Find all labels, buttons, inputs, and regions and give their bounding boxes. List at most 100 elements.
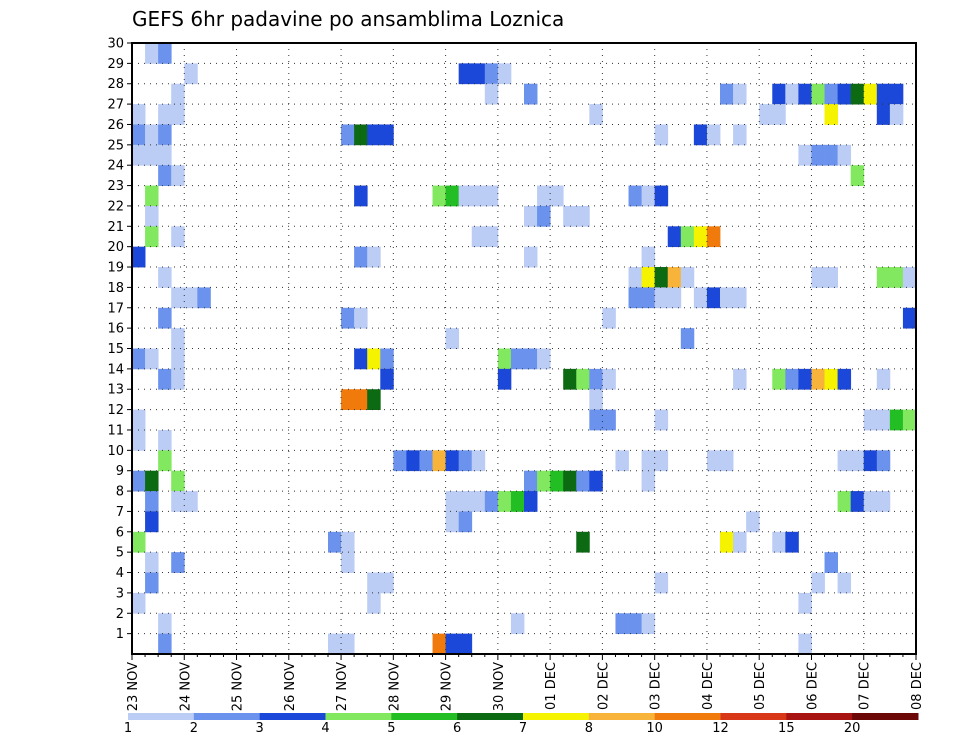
- precip-cell: [158, 43, 172, 64]
- precip-cell: [471, 450, 486, 472]
- precip-cell: [380, 348, 394, 370]
- precip-cell: [484, 63, 499, 85]
- precip-cell: [863, 491, 878, 512]
- precip-cell: [902, 409, 917, 431]
- precip-cell: [667, 226, 682, 248]
- precip-cell: [497, 491, 512, 512]
- precip-cell: [876, 368, 891, 390]
- precip-cell: [132, 531, 146, 553]
- precip-cell: [889, 83, 904, 105]
- precip-cell: [863, 83, 878, 105]
- colorbar-label: 12: [712, 721, 729, 736]
- x-tick-label: 27 NOV: [335, 662, 350, 711]
- precip-cell: [889, 409, 904, 431]
- y-tick-label: 12: [107, 403, 124, 418]
- precip-cell: [837, 144, 852, 166]
- precip-cell: [354, 124, 368, 146]
- precip-cell: [628, 267, 642, 288]
- precip-cell: [720, 450, 734, 472]
- y-tick-label: 16: [107, 322, 124, 337]
- precip-cell: [367, 246, 381, 268]
- y-tick-label: 14: [107, 362, 124, 377]
- precip-cell: [158, 368, 172, 390]
- precip-cell: [158, 633, 172, 655]
- precip-cell: [641, 613, 656, 635]
- precip-cell: [445, 491, 460, 512]
- precip-cell: [563, 205, 577, 227]
- precip-cell: [367, 389, 381, 410]
- precip-cell: [824, 368, 838, 390]
- precip-cell: [524, 205, 538, 227]
- x-tick-label: 02 DEC: [596, 662, 611, 710]
- precip-cell: [576, 205, 590, 227]
- precip-cell: [184, 491, 198, 512]
- precip-cell: [785, 368, 799, 390]
- precip-cell: [772, 531, 786, 553]
- precip-cell: [171, 470, 185, 492]
- x-tick-label: 26 NOV: [283, 662, 298, 711]
- colorbar-label: 10: [646, 721, 663, 736]
- precip-cell: [354, 389, 368, 410]
- colorbar-swatch: [588, 713, 656, 720]
- precip-cell: [733, 531, 747, 553]
- precip-cell: [902, 307, 917, 329]
- colorbar-swatch: [128, 713, 195, 720]
- precip-cell: [524, 246, 538, 268]
- precip-cell: [824, 144, 838, 166]
- precip-cell: [641, 470, 656, 492]
- precip-cell: [328, 633, 342, 655]
- x-tick-label: 04 DEC: [701, 662, 716, 710]
- precip-cell: [641, 185, 656, 207]
- y-tick-label: 2: [116, 607, 124, 622]
- precip-cell: [445, 633, 460, 655]
- precip-cell: [798, 83, 812, 105]
- precip-cell: [419, 450, 433, 472]
- x-tick-label: 08 DEC: [910, 662, 925, 710]
- precip-cell: [367, 592, 381, 614]
- precip-cell: [432, 450, 446, 472]
- y-tick-label: 19: [107, 261, 124, 276]
- y-tick-label: 17: [107, 301, 124, 316]
- y-tick-label: 8: [116, 485, 124, 500]
- precip-cell: [876, 83, 891, 105]
- precip-cell: [158, 124, 172, 146]
- precip-cell: [850, 83, 865, 105]
- precip-cell: [863, 450, 878, 472]
- precip-cell: [589, 470, 603, 492]
- precip-cell: [354, 307, 368, 329]
- precip-cell: [693, 124, 708, 146]
- precip-cell: [445, 185, 460, 207]
- precip-cell: [615, 450, 629, 472]
- colorbar-label: 3: [256, 721, 264, 736]
- precip-cell: [537, 348, 551, 370]
- y-tick-label: 24: [107, 159, 124, 174]
- x-tick-label: 06 DEC: [805, 662, 820, 710]
- colorbar-swatch: [457, 713, 524, 720]
- precip-cell: [785, 531, 799, 553]
- precip-cell: [654, 409, 669, 431]
- precip-cell: [576, 531, 590, 553]
- precip-cell: [341, 389, 355, 410]
- x-tick-label: 29 NOV: [440, 662, 455, 711]
- x-tick-label: 07 DEC: [858, 662, 873, 710]
- precip-cell: [654, 450, 669, 472]
- y-tick-label: 9: [116, 464, 124, 479]
- colorbar-swatch: [523, 713, 590, 720]
- precip-cell: [145, 511, 159, 533]
- precip-cell: [132, 348, 146, 370]
- precip-cell: [654, 185, 669, 207]
- colorbar-label: 5: [387, 721, 395, 736]
- colorbar-swatch: [391, 713, 458, 720]
- precip-cell: [145, 43, 159, 64]
- y-tick-label: 22: [107, 199, 124, 214]
- precip-cell: [145, 185, 159, 207]
- precip-cell: [706, 450, 721, 472]
- y-tick-label: 15: [107, 342, 124, 357]
- precip-cell: [641, 267, 656, 288]
- colorbar: 1 2 3 4 5 6 7 8 10 12 15 20: [124, 713, 919, 736]
- precip-cell: [484, 226, 499, 248]
- precip-cell: [445, 511, 460, 533]
- precip-cell: [811, 144, 825, 166]
- precip-cell: [145, 470, 159, 492]
- precip-cell: [445, 328, 460, 349]
